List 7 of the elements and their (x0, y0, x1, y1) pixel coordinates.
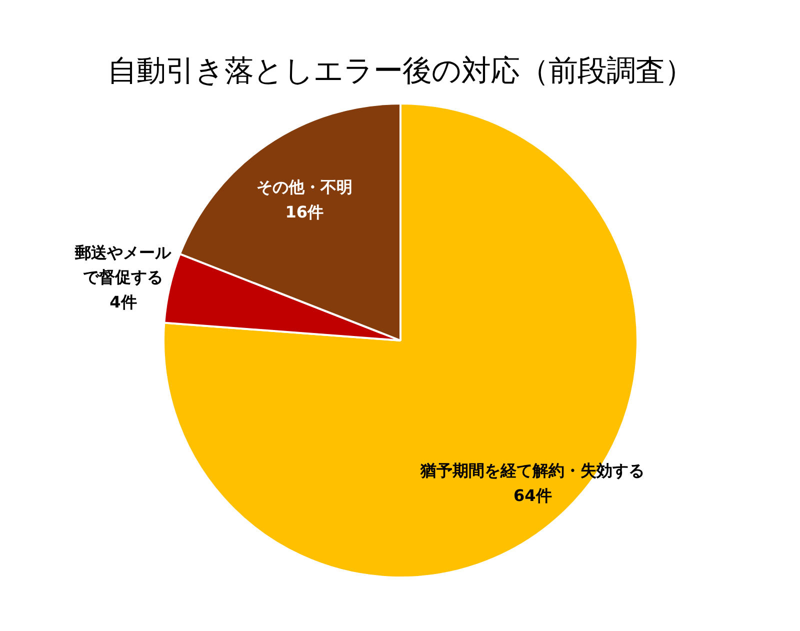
slice-label: 郵送やメールで督促する (74, 243, 172, 287)
slice-label: 猶予期間を経て解約・失効する (420, 461, 645, 480)
slice-label: その他・不明 (256, 178, 352, 197)
data-label: 16件 (285, 202, 324, 222)
data-label: 64件 (514, 486, 552, 505)
data-label: 4件 (110, 292, 137, 312)
chart-title: 自動引き落としエラー後の対応（前段調査） (108, 54, 694, 88)
